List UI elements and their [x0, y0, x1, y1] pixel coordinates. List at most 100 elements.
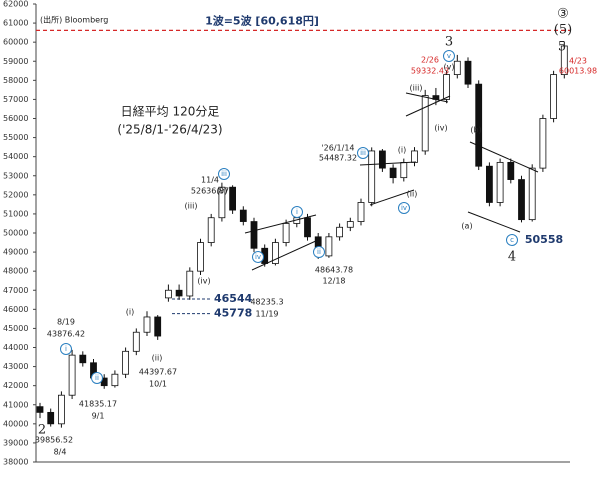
candle-body — [453, 60, 461, 76]
annotation: 4/23 — [569, 57, 587, 66]
wave-circle — [60, 343, 72, 355]
annotation: (iv) — [434, 124, 447, 133]
annotation: 8/19 — [57, 318, 75, 327]
annotation: (i) — [398, 146, 406, 155]
annotation: (5) — [554, 23, 572, 38]
annotation: ii — [317, 248, 321, 256]
annotation: iii — [221, 170, 227, 178]
candle-body — [346, 221, 354, 228]
candle-body — [378, 150, 386, 169]
wave-circle — [506, 234, 518, 246]
annotation: 11/19 — [255, 310, 278, 319]
candle-body — [164, 289, 172, 299]
annotation: 44397.67 — [139, 368, 177, 377]
chart-title: 日経平均 120分足 — [121, 105, 220, 119]
y-tick-label: 53000 — [3, 171, 28, 180]
y-tick-label: 42000 — [3, 381, 28, 390]
y-tick-label: 47000 — [3, 286, 28, 295]
annotation: 2 — [38, 423, 46, 438]
annotation: ③ — [557, 7, 569, 22]
candle-body — [528, 167, 536, 221]
annotation: 54487.32 — [319, 154, 357, 163]
annotation: 4 — [508, 250, 516, 265]
y-tick-label: 38000 — [3, 458, 28, 467]
annotation: iv — [401, 204, 407, 212]
candle-body — [47, 411, 55, 425]
candle-body — [304, 217, 311, 238]
y-tick-label: 52000 — [3, 190, 28, 199]
candle-body — [271, 242, 279, 264]
annotation: i — [296, 208, 298, 216]
annotation: '26/1/14 — [321, 144, 354, 153]
y-tick-label: 62000 — [3, 0, 28, 9]
annotation: 5 — [558, 40, 566, 55]
wave-circle — [443, 50, 455, 62]
annotation: 3 — [445, 35, 453, 50]
candle-body — [400, 161, 408, 179]
wave-circle — [291, 206, 303, 218]
annotation: i — [65, 345, 67, 353]
trend-line — [467, 211, 521, 233]
y-tick-label: 59000 — [3, 57, 28, 66]
candle-body — [218, 186, 226, 219]
wave-circle — [218, 168, 230, 180]
candle-body — [357, 202, 365, 222]
candle-body — [68, 354, 76, 396]
y-tick-label: 49000 — [3, 248, 28, 257]
annotation: 2/26 — [421, 56, 439, 65]
candle-body — [186, 270, 194, 297]
candle-body — [58, 394, 65, 425]
candle-body — [197, 242, 204, 272]
annotation: 48235.3 — [250, 298, 283, 307]
annotation: (i) — [126, 308, 134, 317]
annotation: 8/4 — [54, 448, 67, 457]
annotation: (a) — [461, 222, 472, 231]
annotation: 12/18 — [322, 277, 345, 286]
y-tick-label: 46000 — [3, 305, 28, 314]
trend-line — [469, 141, 539, 173]
candle-body — [560, 45, 568, 76]
candle-body — [539, 118, 547, 169]
y-tick-label: 51000 — [3, 209, 28, 218]
candle-body — [325, 236, 333, 257]
annotation: c — [510, 236, 514, 244]
annotation: (v) — [217, 187, 228, 196]
candle-body — [411, 150, 418, 163]
candle-body — [475, 83, 483, 167]
trend-line — [244, 214, 317, 234]
candle-body — [250, 221, 258, 249]
candle-body — [507, 161, 515, 180]
candle-body — [207, 217, 215, 243]
candle-body — [389, 167, 397, 179]
annotation: (v) — [444, 63, 455, 72]
target-label: 1波=5波 [60,618円] — [205, 13, 319, 27]
y-tick-label: 50000 — [3, 229, 28, 238]
candle-body — [122, 350, 129, 375]
trend-line — [359, 161, 417, 166]
annotation: (iv) — [197, 277, 210, 286]
candle-body — [368, 150, 376, 203]
y-tick-label: 44000 — [3, 343, 28, 352]
y-tick-label: 43000 — [3, 362, 28, 371]
annotation: 41835.17 — [79, 400, 117, 409]
y-tick-label: 40000 — [3, 419, 28, 428]
y-tick-label: 55000 — [3, 133, 28, 142]
candle-body — [229, 186, 237, 211]
candle-body — [36, 406, 44, 413]
candle-body — [132, 331, 140, 352]
candle-body — [421, 95, 429, 152]
annotation: 52636.87 — [191, 187, 229, 196]
annotation: (iii) — [185, 202, 198, 211]
candle-body — [336, 226, 344, 238]
annotation: iii — [360, 149, 366, 157]
candle-body — [239, 209, 247, 222]
wave-circle — [398, 202, 410, 214]
y-tick-label: 54000 — [3, 152, 28, 161]
candle-body — [154, 316, 162, 337]
y-tick-label: 45000 — [3, 324, 28, 333]
candle-body — [282, 223, 290, 243]
annotation: (ii) — [152, 354, 163, 363]
annotation: iv — [255, 253, 261, 261]
candle-body — [143, 316, 151, 333]
